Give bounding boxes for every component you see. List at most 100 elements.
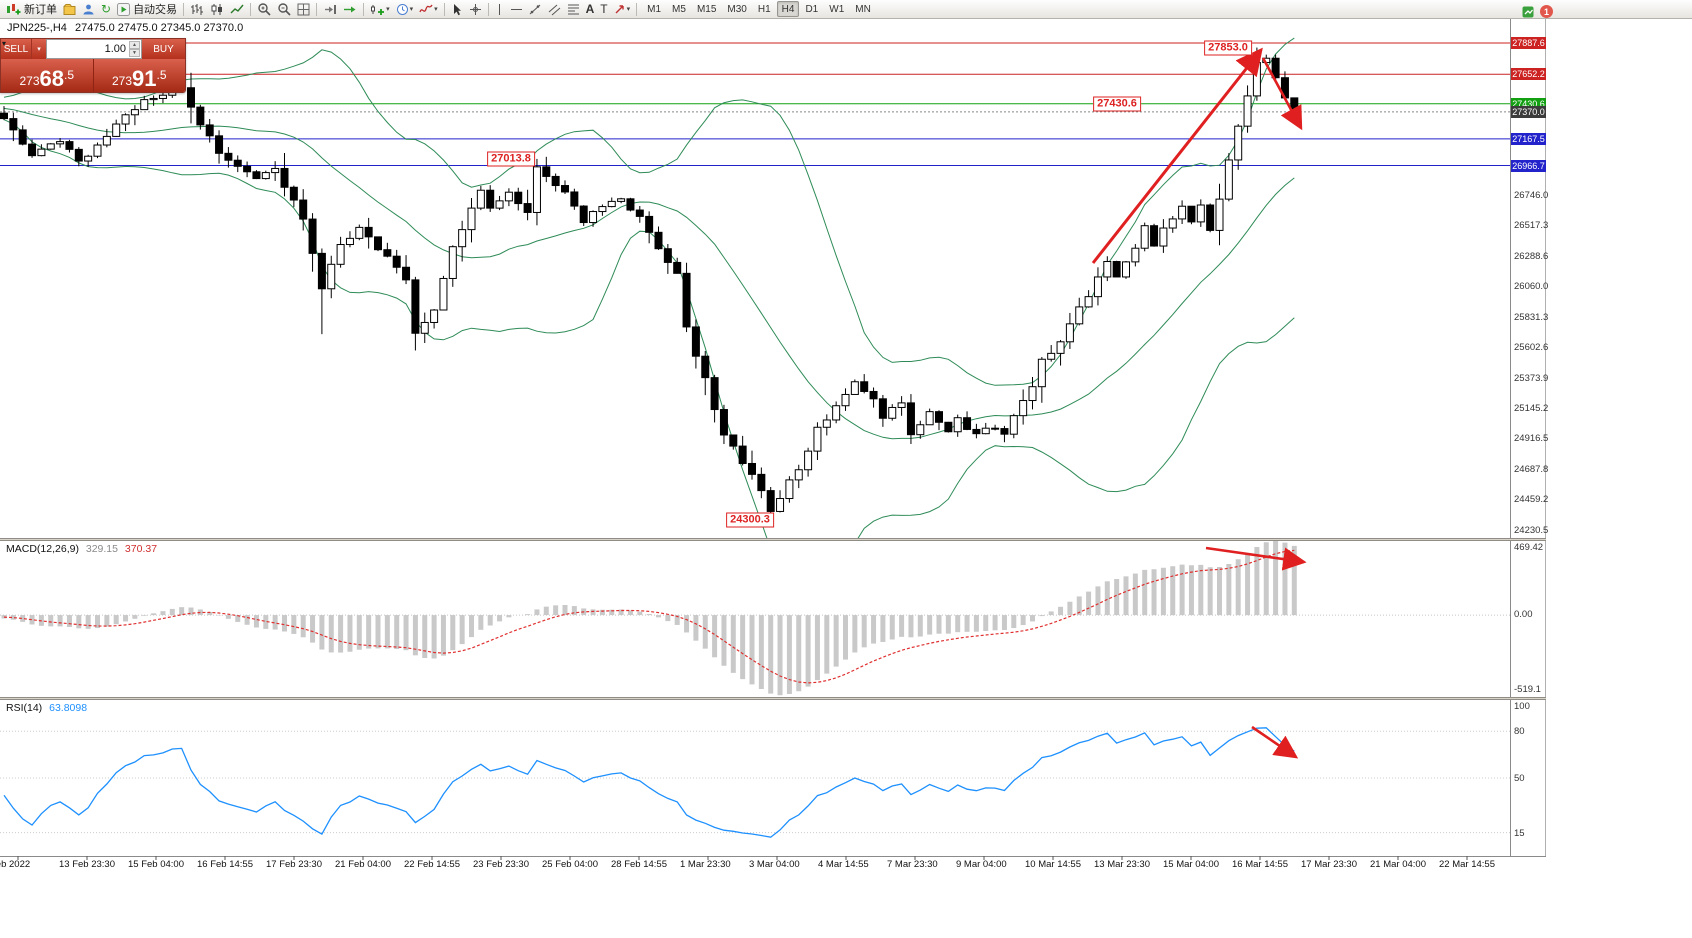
- time-label: 28 Feb 14:55: [611, 859, 667, 870]
- timeframe-m1[interactable]: M1: [647, 3, 662, 15]
- label-tool-button[interactable]: T: [597, 1, 610, 18]
- macd-label: MACD(12,26,9) 329.15 370.37: [6, 543, 157, 555]
- one-click-price-row: 273 68.5 273 91.5: [1, 59, 185, 92]
- time-label: 15 Feb 04:00: [128, 859, 184, 870]
- notification-badge[interactable]: 1: [1540, 5, 1553, 18]
- profile-icon: [82, 3, 95, 16]
- channel-tool-button[interactable]: [545, 1, 564, 18]
- toolbar-right-icons: 1: [1519, 3, 1553, 20]
- price-scale-label: 26517.3: [1514, 220, 1549, 232]
- toolbar-separator: [316, 2, 318, 16]
- price-line-tag[interactable]: 26966.7: [1511, 159, 1546, 172]
- fibonacci-icon: [567, 3, 580, 16]
- timeframe-w1[interactable]: W1: [829, 3, 845, 15]
- new-chart-button[interactable]: ▾: [367, 1, 393, 18]
- volume-spinner[interactable]: ▲ ▼: [129, 41, 140, 57]
- panel-splitter[interactable]: [0, 697, 1546, 700]
- time-label: 16 Mar 14:55: [1232, 859, 1288, 870]
- profile-button[interactable]: [79, 1, 98, 18]
- arrows-tool-button[interactable]: ▾: [611, 1, 634, 18]
- price-scale-label: 26288.6: [1514, 250, 1549, 262]
- timeframe-h1[interactable]: H1: [757, 3, 771, 15]
- price-line-tag[interactable]: 27167.5: [1511, 132, 1546, 145]
- time-label: Feb 2022: [0, 859, 31, 870]
- dropdown-caret-icon: ▾: [386, 6, 390, 13]
- price-callout[interactable]: 27853.0: [1204, 40, 1252, 56]
- macd-panel[interactable]: [0, 541, 1546, 697]
- new-order-button[interactable]: 新订单: [2, 1, 60, 18]
- zoom-out-button[interactable]: [274, 1, 294, 18]
- time-label: 1 Mar 23:30: [680, 859, 731, 870]
- time-label: 13 Mar 23:30: [1094, 859, 1150, 870]
- auto-scroll-button[interactable]: [340, 1, 360, 18]
- line-chart-icon: [230, 3, 244, 16]
- refresh-button[interactable]: ↻: [98, 1, 114, 18]
- timeframe-m30[interactable]: M30: [727, 3, 747, 15]
- sell-price-button[interactable]: 273 68.5: [1, 59, 93, 92]
- autotrading-button[interactable]: 自动交易: [114, 1, 180, 18]
- tile-windows-button[interactable]: [294, 1, 313, 18]
- autotrading-icon: [117, 2, 131, 16]
- spinner-down-icon[interactable]: ▼: [129, 49, 140, 57]
- price-callout[interactable]: 27430.6: [1093, 96, 1141, 112]
- vertical-line-tool-button[interactable]: [492, 1, 507, 18]
- crosshair-tool-button[interactable]: [466, 1, 485, 18]
- price-scale-label: 24916.5: [1514, 433, 1549, 445]
- bar-chart-type-button[interactable]: [187, 1, 207, 18]
- toolbar-separator: [363, 2, 365, 16]
- price-line-tag[interactable]: 27652.2: [1511, 68, 1546, 81]
- data-folder-button[interactable]: [60, 1, 79, 18]
- volume-dropdown-button[interactable]: ▾: [31, 39, 46, 59]
- vertical-line-icon: [495, 3, 504, 16]
- fibonacci-tool-button[interactable]: [564, 1, 583, 18]
- time-label: 3 Mar 04:00: [749, 859, 800, 870]
- indicators-icon: [419, 3, 433, 16]
- panel-splitter[interactable]: [0, 538, 1546, 541]
- indicators-button[interactable]: ▾: [416, 1, 441, 18]
- macd-scale-zero: 0.00: [1514, 609, 1533, 621]
- cursor-tool-button[interactable]: [448, 1, 466, 18]
- candle-chart-type-button[interactable]: [207, 1, 227, 18]
- community-button[interactable]: [1519, 3, 1537, 20]
- timeframe-h4[interactable]: H4: [776, 1, 800, 17]
- time-label: 22 Feb 14:55: [404, 859, 460, 870]
- buy-price-big: 91: [132, 66, 157, 92]
- price-callout[interactable]: 24300.3: [726, 512, 774, 528]
- time-label: 17 Mar 23:30: [1301, 859, 1357, 870]
- time-label: 17 Feb 23:30: [266, 859, 322, 870]
- chart-shift-button[interactable]: [320, 1, 340, 18]
- refresh-icon: ↻: [101, 2, 112, 16]
- line-chart-type-button[interactable]: [227, 1, 247, 18]
- one-click-trading-panel: SELL ▾ 1.00 ▲ ▼ BUY 273 68.5 273 91.5: [0, 38, 186, 93]
- horizontal-line-tool-button[interactable]: [507, 1, 526, 18]
- rsi-scale-label: 80: [1514, 726, 1525, 738]
- zoom-in-button[interactable]: [254, 1, 274, 18]
- timeframe-d1[interactable]: D1: [805, 3, 819, 15]
- buy-price-button[interactable]: 273 91.5: [94, 59, 186, 92]
- price-callout[interactable]: 27013.8: [487, 151, 535, 167]
- folder-icon: [63, 3, 76, 16]
- chart-ohlc-header: JPN225-,H4 27475.0 27475.0 27345.0 27370…: [7, 22, 243, 34]
- rsi-name: RSI(14): [6, 702, 43, 714]
- price-scale[interactable]: [1510, 19, 1546, 872]
- one-click-collapse-icon[interactable]: ▾: [2, 39, 7, 48]
- timeframe-mn[interactable]: MN: [855, 3, 871, 15]
- buy-button[interactable]: BUY: [142, 39, 185, 59]
- trendline-tool-button[interactable]: [526, 1, 545, 18]
- spinner-up-icon[interactable]: ▲: [129, 41, 140, 49]
- time-axis[interactable]: [0, 856, 1546, 872]
- price-chart-panel[interactable]: [0, 19, 1546, 538]
- price-line-tag[interactable]: 27887.6: [1511, 36, 1546, 49]
- toolbar-separator: [443, 2, 445, 16]
- rsi-label: RSI(14) 63.8098: [6, 702, 87, 714]
- timeframe-m5[interactable]: M5: [672, 3, 686, 15]
- dropdown-caret-icon: ▾: [626, 6, 631, 13]
- periods-button[interactable]: ▾: [393, 1, 417, 18]
- rsi-panel[interactable]: [0, 700, 1546, 856]
- label-icon: T: [600, 2, 608, 16]
- notification-count: 1: [1543, 6, 1549, 17]
- volume-input[interactable]: 1.00 ▲ ▼: [46, 39, 142, 59]
- text-tool-button[interactable]: A: [583, 1, 598, 18]
- new-order-label: 新订单: [24, 4, 57, 16]
- timeframe-m15[interactable]: M15: [696, 3, 717, 15]
